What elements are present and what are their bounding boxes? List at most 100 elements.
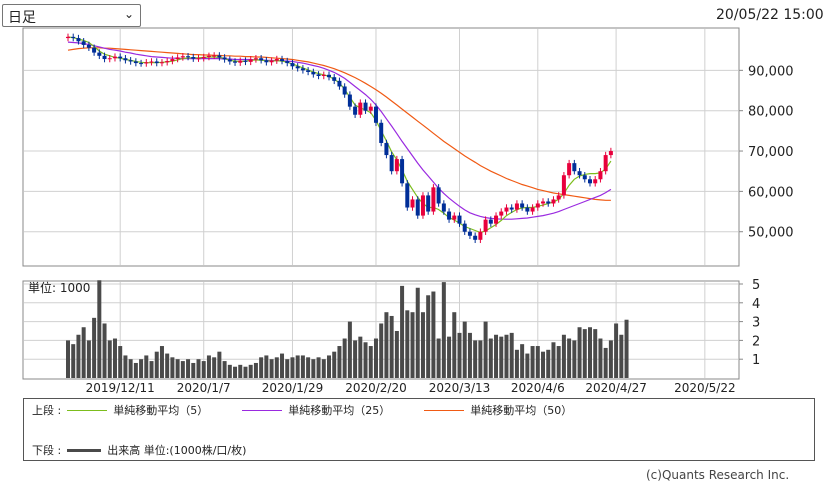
candle-up [253,58,258,60]
volume-bar [92,317,97,378]
volume-bar [441,282,446,378]
x-tick-label: 2020/2/20 [345,381,407,395]
candle-up [206,55,211,58]
candle-up [478,231,483,240]
candle-down [415,199,420,216]
legend-volume-swatch [67,448,102,452]
candle-up [431,187,436,212]
volume-bar [572,340,577,378]
volume-bar [186,359,191,378]
candle-down [154,61,159,64]
candle-up [561,175,566,196]
volume-bar [201,361,206,378]
candle-up [603,155,608,172]
candle-down [227,59,232,62]
candle-down [577,171,582,176]
volume-bar [405,310,410,378]
candle-down [123,58,128,61]
legend-ma50: 単純移動平均（50） [418,402,572,418]
volume-bar [420,312,425,378]
volume-tick-label: 5 [752,278,760,293]
volume-bar [535,346,540,378]
volume-bar [379,323,384,378]
chevron-down-icon: ⌄ [123,7,134,21]
volume-bar [499,336,504,378]
candle-up [593,179,598,184]
candle-down [264,60,269,63]
candle-up [541,201,546,204]
volume-bar [400,285,405,378]
candle-down [186,56,191,58]
volume-bar [509,332,514,378]
volume-bar [467,332,472,378]
x-tick-label: 2020/4/6 [511,381,565,395]
candle-up [420,195,425,216]
legend-volume-label: 出来高 単位:(1000株/口/枚) [107,444,247,457]
volume-bar [332,351,337,378]
candle-up [212,55,217,57]
volume-bar [321,359,326,378]
candle-up [112,56,117,59]
volume-tick-label: 1 [752,353,760,368]
legend-ma25-label: 単純移動平均（25） [288,404,391,417]
volume-bar [473,340,478,378]
volume-bar [504,334,509,378]
legend-ma25-swatch [242,409,283,411]
candle-down [509,207,514,210]
volume-tick-label: 4 [752,297,760,312]
candle-up [452,215,457,220]
candle-down [243,60,248,62]
volume-bar [264,355,269,378]
volume-bar [196,359,201,378]
volume-tick-label: 3 [752,316,760,331]
volume-bar [118,346,123,378]
candle-up [567,163,572,176]
candle-up [248,59,253,62]
candle-up [269,60,274,63]
candle-down [128,60,133,62]
volume-bar [311,359,316,378]
volume-bar [525,353,530,378]
volume-bar [546,349,551,378]
volume-bar [593,329,598,378]
candle-down [316,74,321,76]
volume-bar [112,338,117,378]
legend-ma50-label: 単純移動平均（50） [470,404,573,417]
volume-bar [426,295,431,378]
volume-bar [86,340,91,378]
period-select[interactable]: 日足 ⌄ [2,4,141,27]
volume-bar [66,340,70,378]
candle-down [332,77,337,81]
candle-down [71,36,76,39]
legend-volume: 出来高 単位:(1000株/口/枚) [61,442,246,458]
volume-bar [415,287,420,378]
volume-bar [76,334,81,378]
candle-up [608,151,613,156]
candle-up [410,199,415,208]
volume-bar [269,359,274,378]
candle-down [311,71,316,75]
volume-bar [233,366,238,378]
volume-unit-label: 単位: 1000 [28,280,90,295]
candle-down [488,219,493,224]
volume-bar [556,346,561,378]
candle-down [353,106,358,115]
candle-down [233,61,238,63]
stock-chart: 50,000 60,000 70,000 80,000 90,000 1 2 3 4 5 201… [22,27,794,395]
candle-up [170,59,175,62]
candle-down [473,235,478,240]
volume-bar [222,361,227,378]
volume-bar [206,355,211,378]
price-tick-label: 60,000 [748,185,794,200]
candle-up [144,62,149,64]
volume-bar [368,346,373,378]
candle-up [494,215,499,224]
legend-ma50-swatch [424,409,465,411]
volume-bar [217,351,222,378]
candle-down [133,61,138,64]
volume-bar [577,327,582,378]
price-tick-label: 70,000 [748,145,794,160]
volume-bar [530,346,535,378]
volume-bar [144,355,149,378]
volume-bar [494,334,499,378]
